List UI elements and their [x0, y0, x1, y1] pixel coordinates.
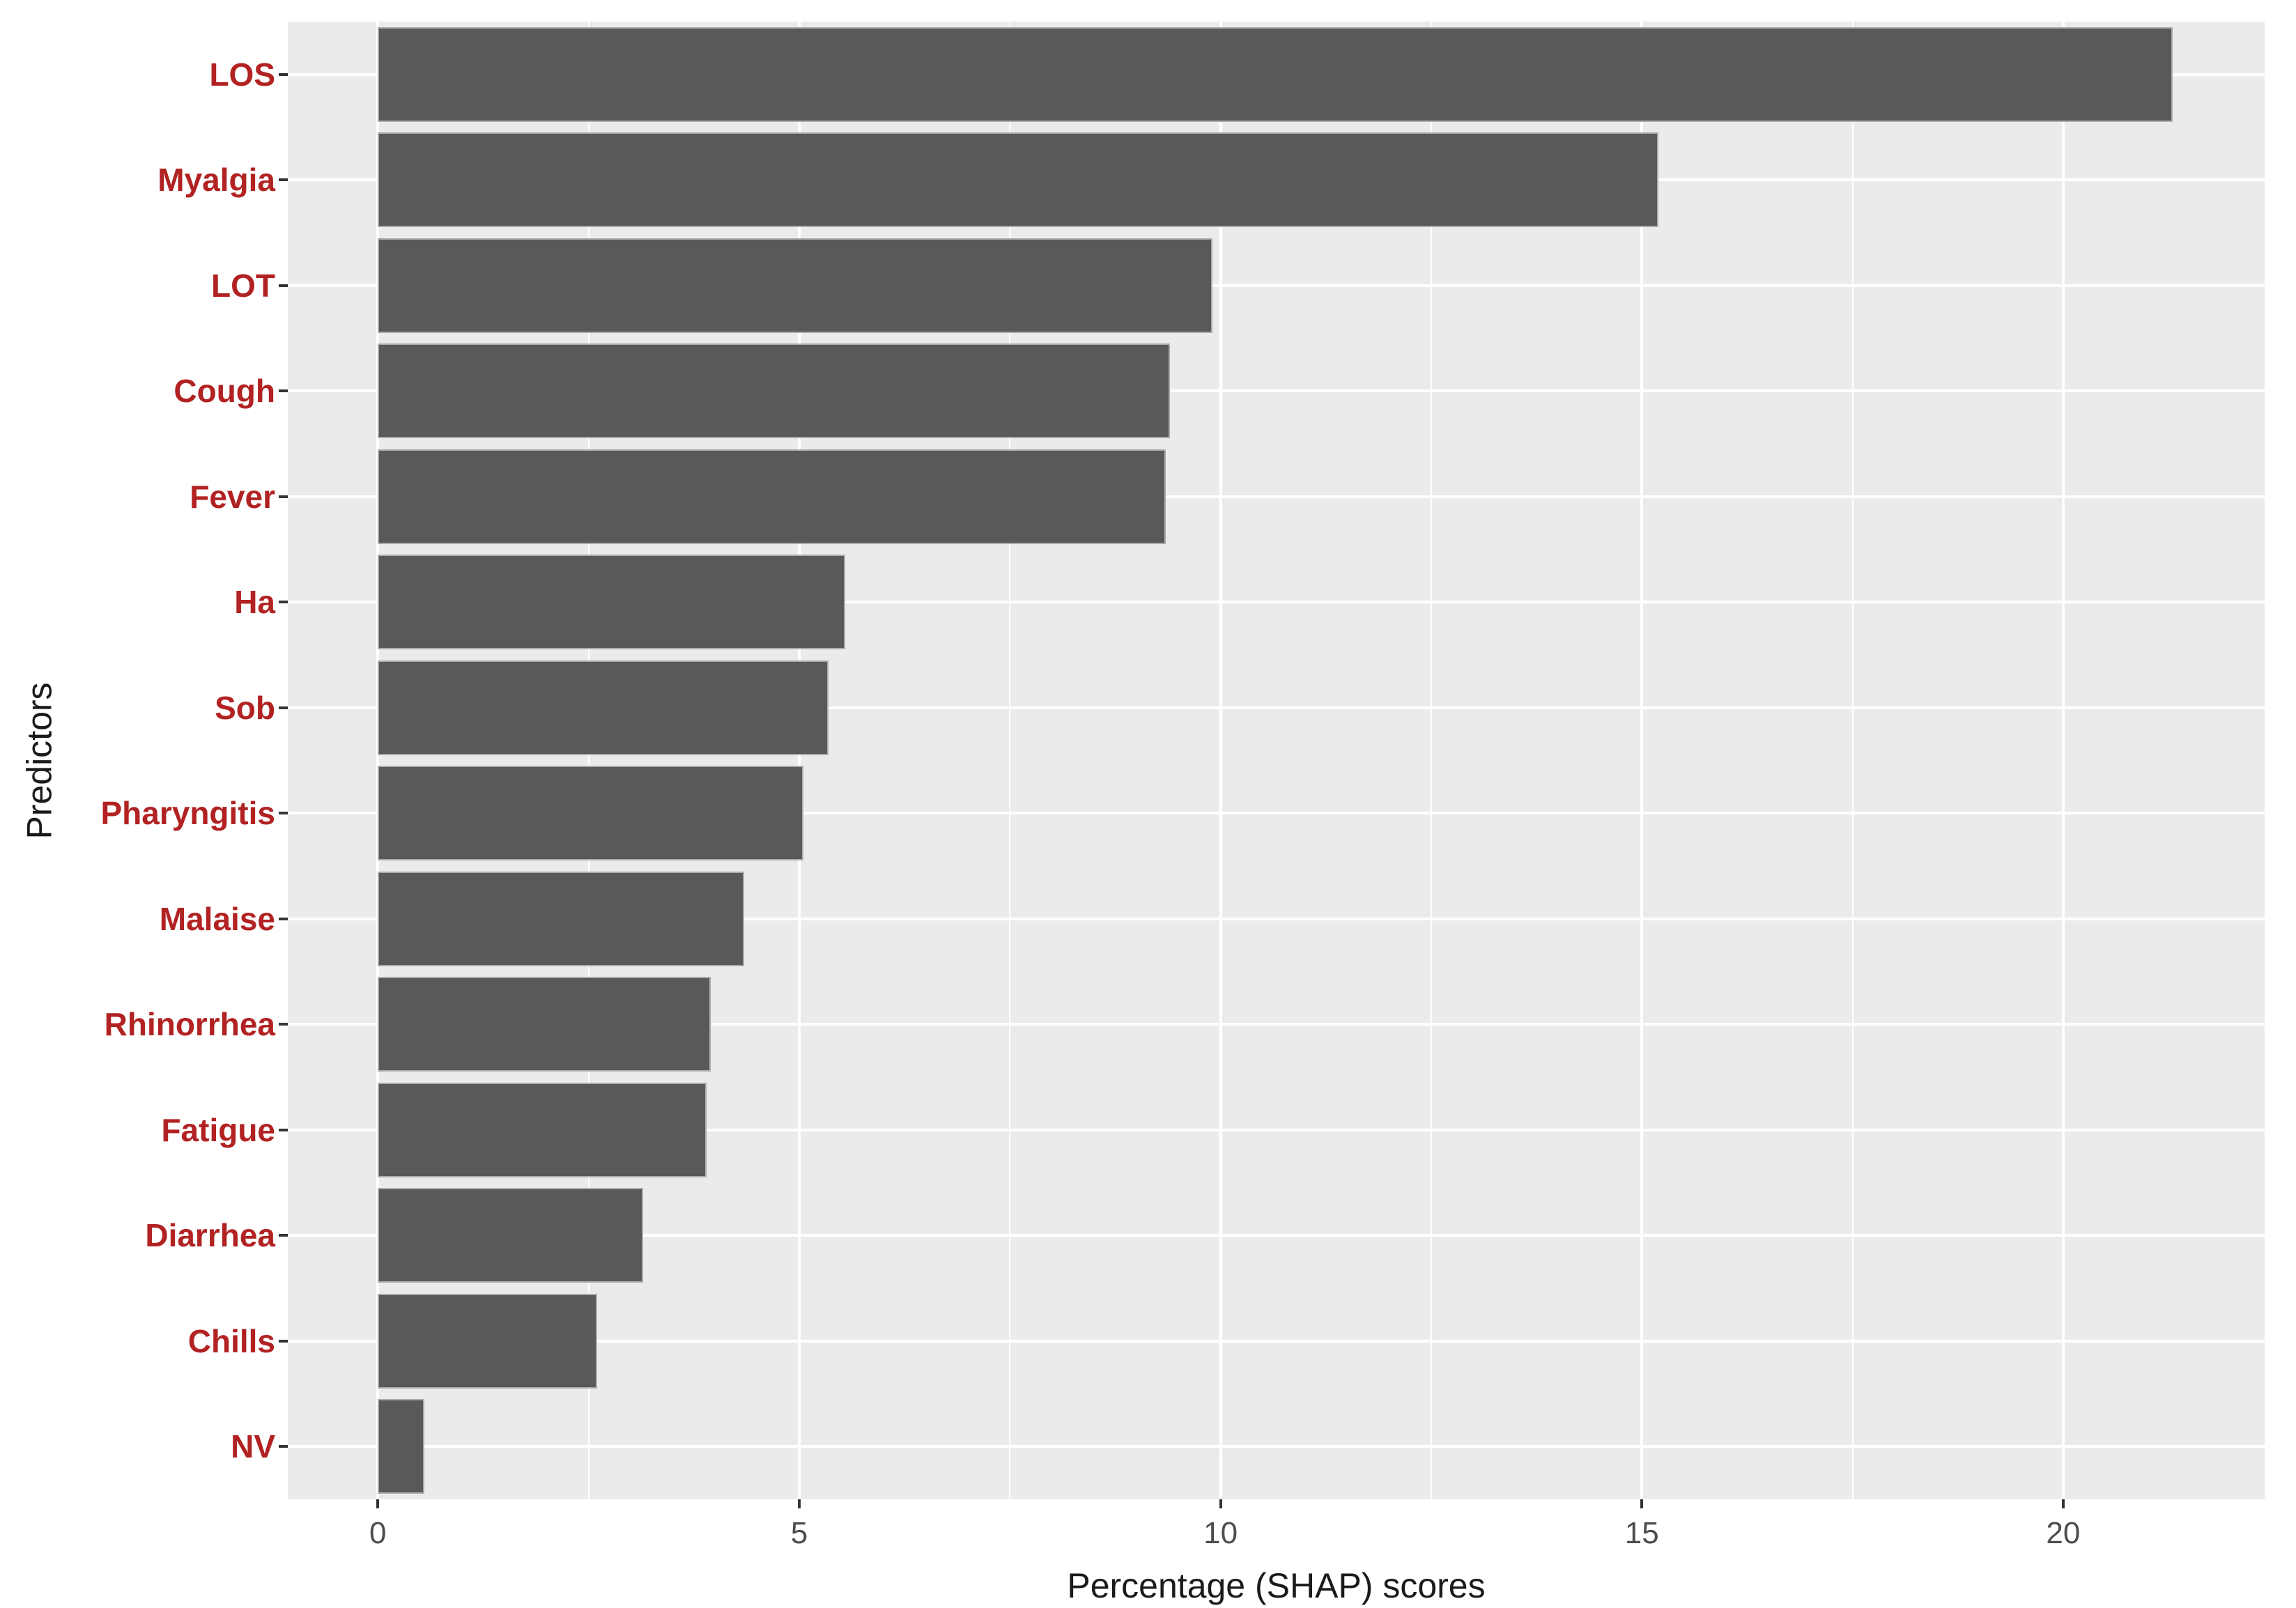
bar-chills: [378, 1293, 597, 1389]
y-tick-mark: [279, 1128, 288, 1131]
category-label-cough: Cough: [174, 373, 275, 410]
bar-nv: [378, 1399, 424, 1494]
bar-cough: [378, 343, 1171, 439]
category-label-malaise: Malaise: [159, 900, 275, 937]
y-tick-mark: [279, 284, 288, 287]
y-tick-mark: [279, 495, 288, 498]
x-tick-label-20: 20: [2046, 1516, 2081, 1550]
vertical-major-gridline: [2061, 22, 2065, 1499]
bar-malaise: [378, 871, 745, 966]
y-tick-mark: [279, 706, 288, 709]
y-tick-mark: [279, 917, 288, 920]
bar-fever: [378, 449, 1166, 544]
vertical-minor-gridline: [587, 22, 590, 1499]
bar-lot: [378, 238, 1212, 333]
x-tick-mark: [376, 1499, 380, 1508]
x-axis-title: Percentage (SHAP) scores: [1067, 1566, 1486, 1605]
category-label-nv: NV: [231, 1428, 275, 1465]
x-tick-label-0: 0: [369, 1516, 387, 1550]
y-tick-mark: [279, 178, 288, 182]
x-tick-label-5: 5: [790, 1516, 808, 1550]
x-tick-mark: [2061, 1499, 2065, 1508]
category-label-fever: Fever: [190, 478, 275, 515]
y-tick-mark: [279, 72, 288, 76]
category-label-pharyngitis: Pharyngitis: [100, 795, 275, 832]
bar-myalgia: [378, 132, 1659, 228]
category-label-chills: Chills: [187, 1322, 275, 1359]
y-tick-mark: [279, 812, 288, 815]
y-tick-mark: [279, 1445, 288, 1448]
x-tick-label-10: 10: [1203, 1516, 1238, 1550]
category-label-ha: Ha: [234, 584, 275, 621]
x-tick-mark: [1640, 1499, 1644, 1508]
bar-diarrhea: [378, 1188, 644, 1283]
vertical-major-gridline: [1219, 22, 1222, 1499]
category-label-sob: Sob: [215, 689, 275, 726]
bar-sob: [378, 660, 829, 755]
bar-ha: [378, 555, 846, 650]
horizontal-major-gridline: [288, 1234, 2265, 1237]
bar-los: [378, 26, 2173, 122]
horizontal-major-gridline: [288, 1445, 2265, 1448]
x-tick-label-15: 15: [1624, 1516, 1659, 1550]
vertical-minor-gridline: [1009, 22, 1011, 1499]
y-tick-mark: [279, 389, 288, 393]
horizontal-major-gridline: [288, 812, 2265, 815]
bar-rhinorrhea: [378, 977, 711, 1072]
horizontal-major-gridline: [288, 495, 2265, 498]
vertical-minor-gridline: [1430, 22, 1432, 1499]
category-label-diarrhea: Diarrhea: [145, 1217, 275, 1254]
y-tick-mark: [279, 601, 288, 604]
bar-pharyngitis: [378, 766, 803, 861]
y-tick-mark: [279, 1339, 288, 1343]
x-tick-mark: [1219, 1499, 1222, 1508]
horizontal-major-gridline: [288, 389, 2265, 393]
vertical-major-gridline: [1640, 22, 1644, 1499]
category-label-myalgia: Myalgia: [157, 162, 275, 199]
y-tick-mark: [279, 1234, 288, 1237]
vertical-minor-gridline: [1851, 22, 1854, 1499]
horizontal-major-gridline: [288, 1023, 2265, 1026]
horizontal-major-gridline: [288, 706, 2265, 709]
horizontal-major-gridline: [288, 1339, 2265, 1343]
horizontal-major-gridline: [288, 917, 2265, 920]
bar-fatigue: [378, 1082, 707, 1177]
chart-panel: [288, 22, 2265, 1499]
category-label-lot: LOT: [211, 267, 275, 304]
category-label-rhinorrhea: Rhinorrhea: [104, 1006, 275, 1043]
vertical-major-gridline: [797, 22, 801, 1499]
vertical-major-gridline: [376, 22, 380, 1499]
horizontal-major-gridline: [288, 601, 2265, 604]
horizontal-major-gridline: [288, 284, 2265, 287]
y-tick-mark: [279, 1023, 288, 1026]
horizontal-major-gridline: [288, 1128, 2265, 1131]
category-label-fatigue: Fatigue: [161, 1111, 275, 1148]
x-tick-mark: [797, 1499, 801, 1508]
category-label-los: LOS: [209, 56, 275, 93]
